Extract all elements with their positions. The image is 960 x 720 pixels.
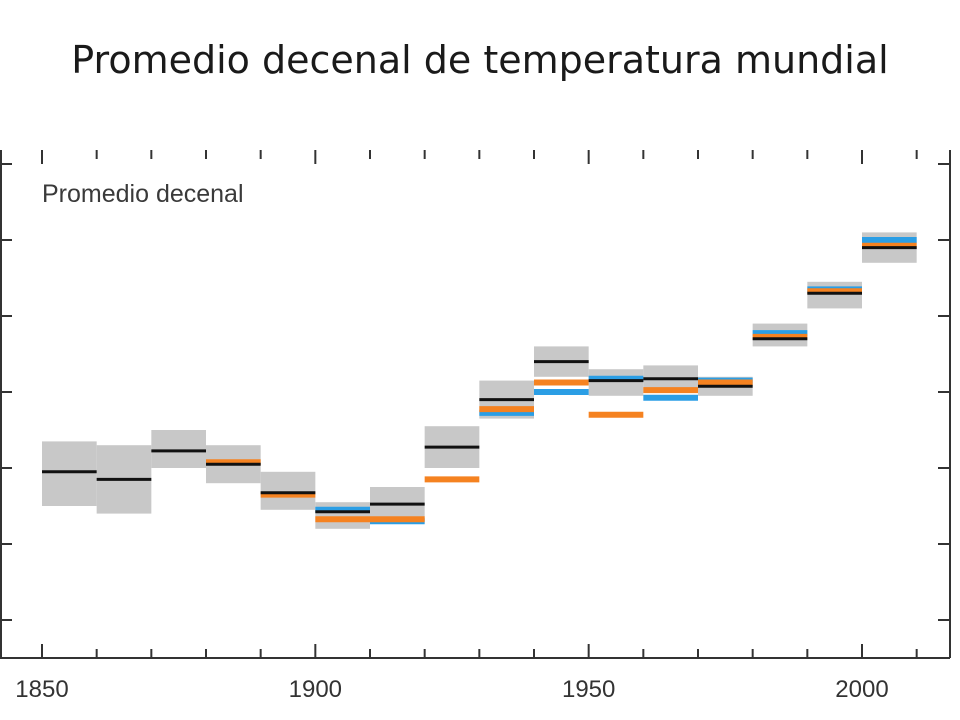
uncertainty-band <box>807 281 862 309</box>
uncertainty-band <box>315 502 370 529</box>
x-tick-label: 1850 <box>15 676 68 703</box>
slide-title: Promedio decenal de temperatura mundial <box>71 38 889 82</box>
axes-layer: 1850 1900 1950 2000 <box>0 150 951 703</box>
series-layer <box>42 237 917 525</box>
uncertainty-band <box>588 369 644 396</box>
uncertainty-band <box>151 430 206 468</box>
uncertainty-band <box>42 441 97 506</box>
x-tick-label: 1950 <box>562 676 615 703</box>
x-tick-label: 1900 <box>289 676 342 703</box>
uncertainty-band <box>260 471 316 510</box>
x-tick-label: 2000 <box>835 676 888 703</box>
bands-layer <box>42 232 917 529</box>
chart-annotation: Promedio decenal <box>42 180 244 208</box>
